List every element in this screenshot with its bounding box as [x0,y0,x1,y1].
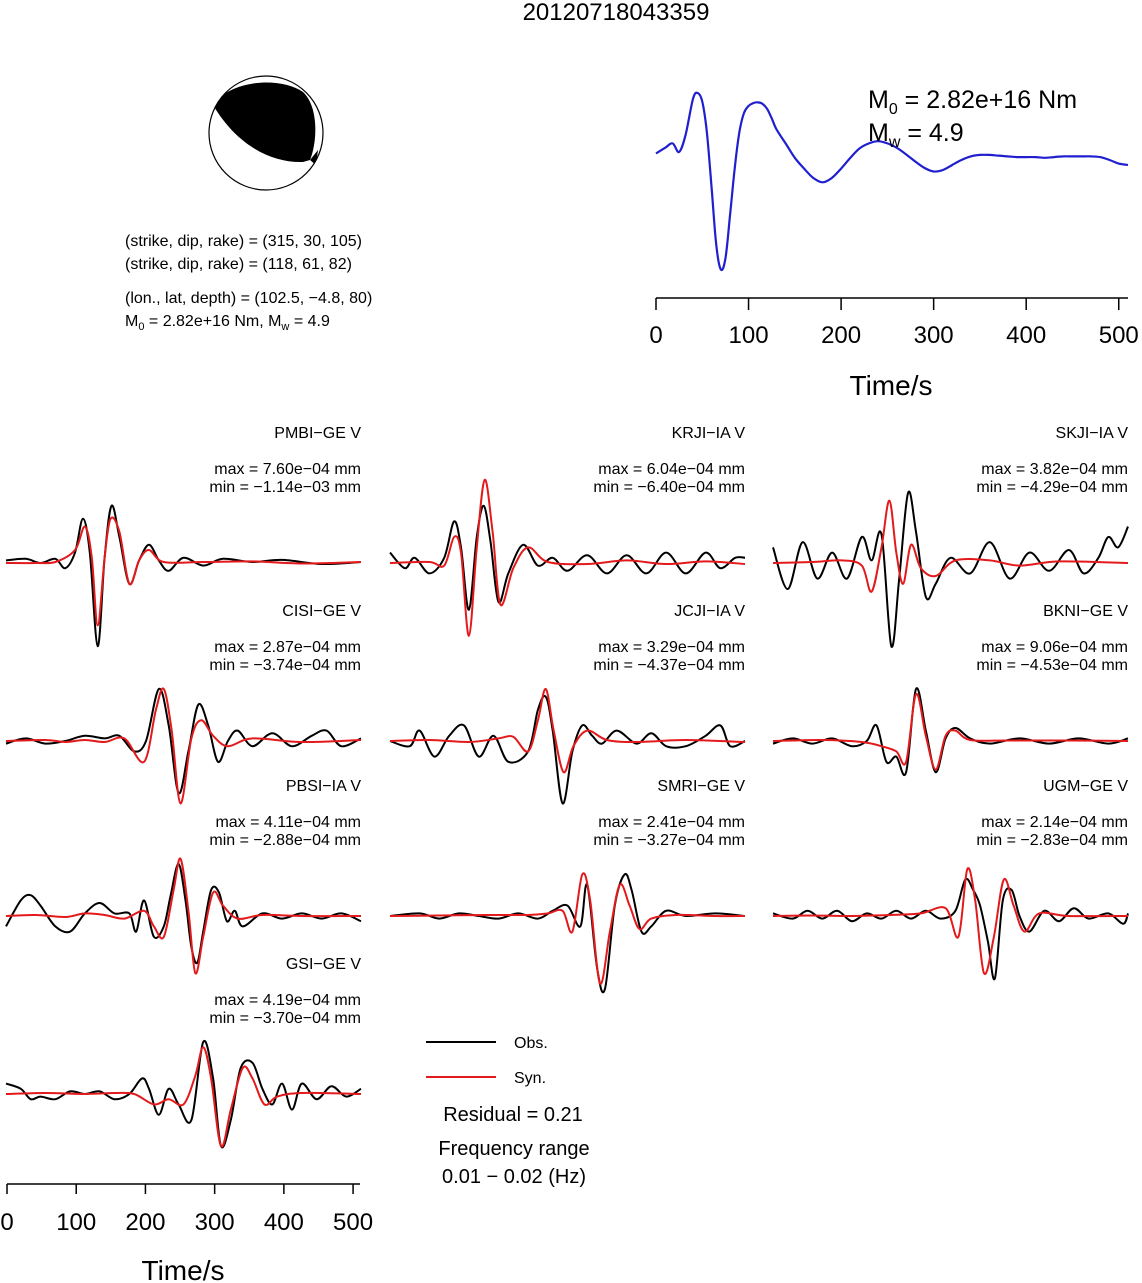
synthetic-waveform [389,687,746,774]
station-min: min = −2.88e−04 mm [209,832,361,849]
observed-waveform [772,490,1129,648]
time-tick-label: 400 [264,1209,304,1236]
observed-waveform [389,504,746,611]
station-max: max = 6.04e−04 mm [598,461,745,478]
station-max: max = 9.06e−04 mm [981,639,1128,656]
synthetic-waveform [5,516,362,627]
station-label: BKNI−GE V [1043,603,1128,620]
source-location: (lon., lat, depth) = (102.5, −4.8, 80) [125,290,372,307]
focal-mechanism-beachball [208,75,324,191]
stf-tick-label: 200 [821,322,861,349]
observed-waveform [5,504,362,648]
synthetic-waveform [5,687,362,805]
synthetic-waveform [389,872,746,985]
observed-waveform [772,687,1129,776]
station-min: min = −4.37e−04 mm [593,657,745,674]
frequency-range-label: Frequency range [438,1138,589,1160]
stf-mw-label: Mw = 4.9 [868,119,964,151]
station-max: max = 3.29e−04 mm [598,639,745,656]
waveform-time-axis: 0 100 200 300 400 500 [0,1183,373,1236]
stf-tick-label: 300 [914,322,954,349]
station-label: PMBI−GE V [274,425,361,442]
nodal-plane-2: (strike, dip, rake) = (118, 61, 82) [125,256,352,273]
station-label: UGM−GE V [1043,778,1128,795]
stf-xlabel: Time/s [850,370,933,401]
source-time-function-panel: M0 = 2.82e+16 Nm Mw = 4.9 0 100 200 300 400 5… [649,86,1138,401]
station-label: PBSI−IA V [286,778,361,795]
station-min: min = −4.29e−04 mm [976,479,1128,496]
legend: Obs. Syn. [426,1035,548,1087]
time-tick-label: 500 [333,1209,373,1236]
station-max: max = 2.87e−04 mm [214,639,361,656]
compressional-quadrant [213,82,316,163]
source-time-function-line [655,91,1129,272]
observed-waveform [5,1039,362,1149]
station-label: KRJI−IA V [672,425,746,442]
stf-tick-label: 500 [1099,322,1139,349]
figure-title: 20120718043359 [523,0,710,26]
synthetic-waveform [5,857,362,975]
stf-tick-label: 0 [649,322,662,349]
station-max: max = 2.41e−04 mm [598,814,745,831]
moment-line: M0 = 2.82e+16 Nm, Mw = 4.9 [125,313,330,333]
time-tick-label: 200 [125,1209,165,1236]
residual-text: Residual = 0.21 [443,1104,583,1126]
stf-tick-label: 100 [729,322,769,349]
stf-x-axis: 0 100 200 300 400 500 [649,297,1139,349]
observed-waveform [772,877,1129,981]
synthetic-waveform [772,693,1129,771]
observed-waveform [389,872,746,994]
legend-obs-label: Obs. [514,1035,548,1052]
waveform-xlabel: Time/s [142,1255,225,1283]
station-label: JCJI−IA V [674,603,745,620]
station-max: max = 2.14e−04 mm [981,814,1128,831]
synthetic-waveform [772,867,1129,976]
station-min: min = −6.40e−04 mm [593,479,745,496]
station-label: SMRI−GE V [657,778,745,795]
time-tick-label: 300 [195,1209,235,1236]
station-min: min = −4.53e−04 mm [976,657,1128,674]
time-tick-label: 0 [0,1209,13,1236]
station-label: SKJI−IA V [1056,425,1129,442]
observed-waveform [389,694,746,805]
station-label: GSI−GE V [286,956,361,973]
legend-syn-label: Syn. [514,1070,546,1087]
station-label: CISI−GE V [282,603,361,620]
nodal-plane-1: (strike, dip, rake) = (315, 30, 105) [125,233,362,250]
station-min: min = −3.74e−04 mm [209,657,361,674]
station-min: min = −3.27e−04 mm [593,832,745,849]
frequency-range-value: 0.01 − 0.02 (Hz) [442,1166,586,1188]
station-max: max = 7.60e−04 mm [214,461,361,478]
station-min: min = −2.83e−04 mm [976,832,1128,849]
station-min: min = −3.70e−04 mm [209,1010,361,1027]
synthetic-waveform [772,499,1129,593]
station-max: max = 3.82e−04 mm [981,461,1128,478]
station-max: max = 4.11e−04 mm [215,814,361,831]
synthetic-waveform [5,1046,362,1148]
station-min: min = −1.14e−03 mm [209,479,361,496]
station-max: max = 4.19e−04 mm [214,992,361,1009]
synthetic-waveform [389,478,746,637]
stf-m0-label: M0 = 2.82e+16 Nm [868,86,1077,118]
time-tick-label: 100 [56,1209,96,1236]
stf-tick-label: 400 [1006,322,1046,349]
